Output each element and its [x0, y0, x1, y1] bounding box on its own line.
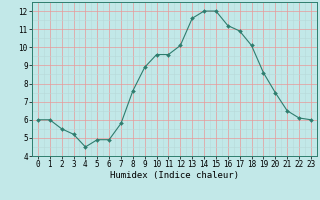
X-axis label: Humidex (Indice chaleur): Humidex (Indice chaleur)	[110, 171, 239, 180]
